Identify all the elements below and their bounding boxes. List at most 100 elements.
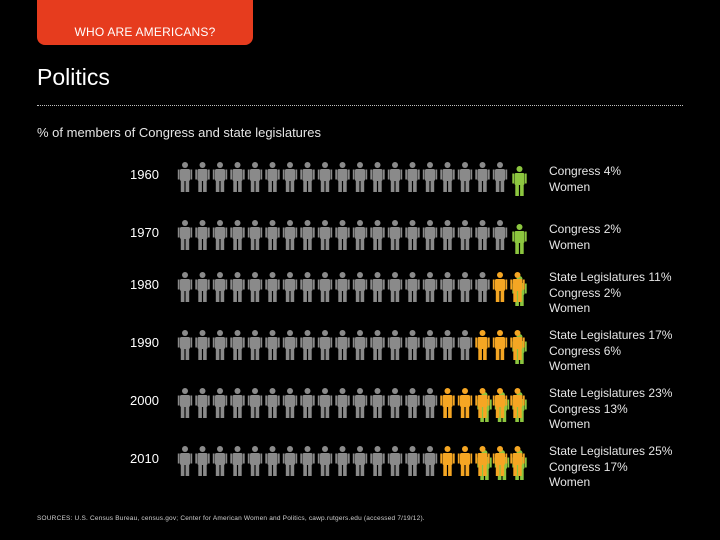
row-description: State Legislatures 25% Congress 17% Women bbox=[549, 444, 672, 491]
row-description-line: Women bbox=[549, 301, 591, 315]
pictograph-unit bbox=[370, 162, 385, 192]
pictograph-unit bbox=[422, 388, 438, 418]
row-year-label: 1960 bbox=[130, 167, 159, 182]
pictograph-unit bbox=[282, 272, 298, 302]
title-divider bbox=[37, 105, 683, 106]
pictograph-unit bbox=[352, 220, 368, 250]
pictograph-unit bbox=[387, 272, 403, 302]
pictograph-unit bbox=[370, 446, 385, 476]
pictograph-unit bbox=[370, 220, 385, 250]
pictograph-unit bbox=[265, 388, 280, 418]
row-year-label: 1970 bbox=[130, 225, 159, 240]
pictograph-unit bbox=[457, 446, 473, 476]
pictograph-unit bbox=[177, 388, 193, 418]
pictograph-unit bbox=[512, 224, 527, 254]
pictograph-unit bbox=[405, 388, 420, 418]
row-description-line: State Legislatures 17% bbox=[549, 328, 673, 342]
row-description-line: Women bbox=[549, 417, 591, 431]
pictograph-unit bbox=[440, 220, 455, 250]
pictograph-unit bbox=[230, 330, 245, 360]
pictograph-unit bbox=[265, 272, 280, 302]
row-description-line: Women bbox=[549, 359, 591, 373]
row-description: State Legislatures 11% Congress 2% Women bbox=[549, 270, 672, 317]
pictograph-unit bbox=[457, 330, 473, 360]
pictograph-unit bbox=[317, 272, 333, 302]
pictograph-unit bbox=[230, 162, 245, 192]
pictograph-unit bbox=[475, 330, 490, 360]
pictograph-unit bbox=[405, 446, 420, 476]
pictograph-unit bbox=[282, 388, 298, 418]
row-description-line: State Legislatures 23% bbox=[549, 386, 673, 400]
pictograph-unit bbox=[230, 388, 245, 418]
pictograph-unit bbox=[422, 220, 438, 250]
pictograph-unit bbox=[195, 162, 210, 192]
pictograph-unit bbox=[510, 330, 527, 364]
section-tab-label: WHO ARE AMERICANS? bbox=[74, 25, 216, 39]
pictograph-unit bbox=[195, 388, 210, 418]
pictograph-unit bbox=[177, 272, 193, 302]
row-description-line: State Legislatures 11% bbox=[549, 270, 672, 284]
pictograph-unit bbox=[195, 220, 210, 250]
row-description-line: Congress 2% bbox=[549, 285, 622, 300]
pictograph-unit bbox=[405, 220, 420, 250]
pictograph-unit bbox=[387, 162, 403, 192]
page-title: Politics bbox=[37, 64, 110, 90]
pictograph-unit bbox=[510, 446, 527, 480]
row-description: Congress 2% Women bbox=[549, 222, 621, 253]
row-year-label: 2010 bbox=[130, 451, 159, 466]
row-year-label: 1990 bbox=[130, 335, 159, 350]
row-description: State Legislatures 17% Congress 6% Women bbox=[549, 328, 672, 375]
pictograph-unit bbox=[282, 446, 298, 476]
pictograph-unit bbox=[492, 272, 508, 302]
pictograph-unit bbox=[335, 272, 350, 302]
pictograph-unit bbox=[300, 162, 315, 192]
pictograph-unit bbox=[405, 330, 420, 360]
pictograph-unit bbox=[195, 330, 210, 360]
pictograph-unit bbox=[317, 220, 333, 250]
pictograph-unit bbox=[457, 220, 473, 250]
pictograph-unit bbox=[195, 272, 210, 302]
row-description-line: State Legislatures 25% bbox=[549, 444, 673, 458]
sources-note: SOURCES: U.S. Census Bureau, census.gov;… bbox=[37, 515, 425, 522]
pictograph-unit bbox=[177, 330, 193, 360]
pictograph-unit bbox=[177, 162, 193, 192]
pictograph-unit bbox=[265, 446, 280, 476]
pictograph-unit bbox=[212, 446, 228, 476]
pictograph-unit bbox=[212, 162, 228, 192]
pictograph-unit bbox=[300, 220, 315, 250]
pictograph-unit bbox=[512, 166, 527, 196]
row-description-line: Congress 13% bbox=[549, 401, 628, 416]
pictograph-unit bbox=[300, 272, 315, 302]
pictograph-unit bbox=[212, 388, 228, 418]
pictograph-unit bbox=[475, 220, 490, 250]
pictograph-unit bbox=[510, 272, 527, 306]
pictograph-unit bbox=[247, 388, 263, 418]
row-year-label: 2000 bbox=[130, 393, 159, 408]
pictograph-unit bbox=[370, 330, 385, 360]
pictograph-unit bbox=[247, 272, 263, 302]
row-description: Congress 4% Women bbox=[549, 164, 621, 195]
pictograph-unit bbox=[282, 330, 298, 360]
pictograph-unit bbox=[440, 330, 455, 360]
pictograph-unit bbox=[387, 388, 403, 418]
pictograph-unit bbox=[440, 388, 455, 418]
row-description-line: Women bbox=[549, 179, 591, 194]
row-description-line: Women bbox=[549, 237, 591, 252]
row-year-label: 1980 bbox=[130, 277, 159, 292]
pictograph-unit bbox=[282, 162, 298, 192]
pictograph-unit bbox=[230, 220, 245, 250]
pictograph-unit bbox=[317, 388, 333, 418]
section-tab: WHO ARE AMERICANS? bbox=[37, 0, 253, 45]
row-description-line: Congress 17% bbox=[549, 459, 628, 474]
pictograph-unit bbox=[212, 220, 228, 250]
pictograph-unit bbox=[335, 330, 350, 360]
pictograph-unit bbox=[387, 330, 403, 360]
pictograph-unit bbox=[492, 162, 508, 192]
pictograph-unit bbox=[457, 162, 473, 192]
pictograph-unit bbox=[475, 388, 492, 422]
pictograph-unit bbox=[212, 330, 228, 360]
pictograph-unit bbox=[317, 446, 333, 476]
pictograph-unit bbox=[212, 272, 228, 302]
pictograph-unit bbox=[440, 272, 455, 302]
pictograph-unit bbox=[335, 162, 350, 192]
